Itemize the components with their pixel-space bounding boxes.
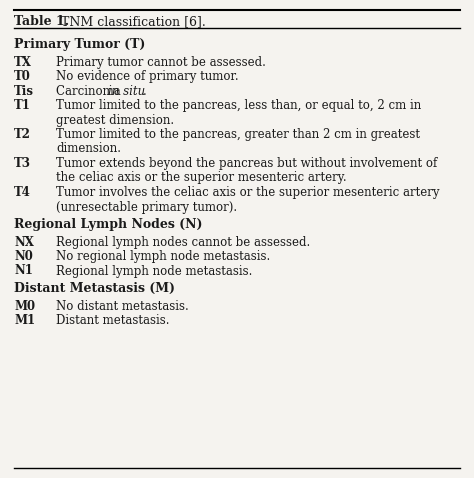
Text: Distant metastasis.: Distant metastasis. bbox=[56, 314, 170, 327]
Text: the celiac axis or the superior mesenteric artery.: the celiac axis or the superior mesenter… bbox=[56, 172, 346, 185]
Text: No evidence of primary tumor.: No evidence of primary tumor. bbox=[56, 70, 238, 83]
Text: in situ: in situ bbox=[108, 85, 145, 98]
Text: Regional lymph node metastasis.: Regional lymph node metastasis. bbox=[56, 264, 252, 278]
Text: NX: NX bbox=[14, 236, 34, 249]
Text: Tumor limited to the pancreas, greater than 2 cm in greatest: Tumor limited to the pancreas, greater t… bbox=[56, 128, 420, 141]
Text: Distant Metastasis (M): Distant Metastasis (M) bbox=[14, 282, 175, 295]
Text: T2: T2 bbox=[14, 128, 31, 141]
Text: No distant metastasis.: No distant metastasis. bbox=[56, 300, 189, 313]
Text: T3: T3 bbox=[14, 157, 31, 170]
Text: Tumor limited to the pancreas, less than, or equal to, 2 cm in: Tumor limited to the pancreas, less than… bbox=[56, 99, 421, 112]
Text: dimension.: dimension. bbox=[56, 142, 121, 155]
Text: Regional Lymph Nodes (N): Regional Lymph Nodes (N) bbox=[14, 218, 202, 231]
Text: Primary tumor cannot be assessed.: Primary tumor cannot be assessed. bbox=[56, 55, 266, 68]
Text: TNM classification [6].: TNM classification [6]. bbox=[57, 15, 206, 28]
Text: M0: M0 bbox=[14, 300, 35, 313]
Text: Table 1.: Table 1. bbox=[14, 15, 69, 28]
Text: Regional lymph nodes cannot be assessed.: Regional lymph nodes cannot be assessed. bbox=[56, 236, 310, 249]
Text: T4: T4 bbox=[14, 186, 31, 199]
Text: .: . bbox=[143, 85, 147, 98]
Text: N1: N1 bbox=[14, 264, 33, 278]
Text: No regional lymph node metastasis.: No regional lymph node metastasis. bbox=[56, 250, 270, 263]
Text: TX: TX bbox=[14, 55, 32, 68]
Text: Tumor extends beyond the pancreas but without involvement of: Tumor extends beyond the pancreas but wi… bbox=[56, 157, 437, 170]
Text: Carcinoma: Carcinoma bbox=[56, 85, 125, 98]
Text: N0: N0 bbox=[14, 250, 33, 263]
Text: greatest dimension.: greatest dimension. bbox=[56, 113, 174, 127]
Text: Tumor involves the celiac axis or the superior mesenteric artery: Tumor involves the celiac axis or the su… bbox=[56, 186, 439, 199]
Text: Primary Tumor (T): Primary Tumor (T) bbox=[14, 38, 146, 51]
Text: T0: T0 bbox=[14, 70, 31, 83]
Text: M1: M1 bbox=[14, 314, 35, 327]
Text: (unresectable primary tumor).: (unresectable primary tumor). bbox=[56, 200, 237, 214]
Text: Tis: Tis bbox=[14, 85, 34, 98]
Text: T1: T1 bbox=[14, 99, 31, 112]
